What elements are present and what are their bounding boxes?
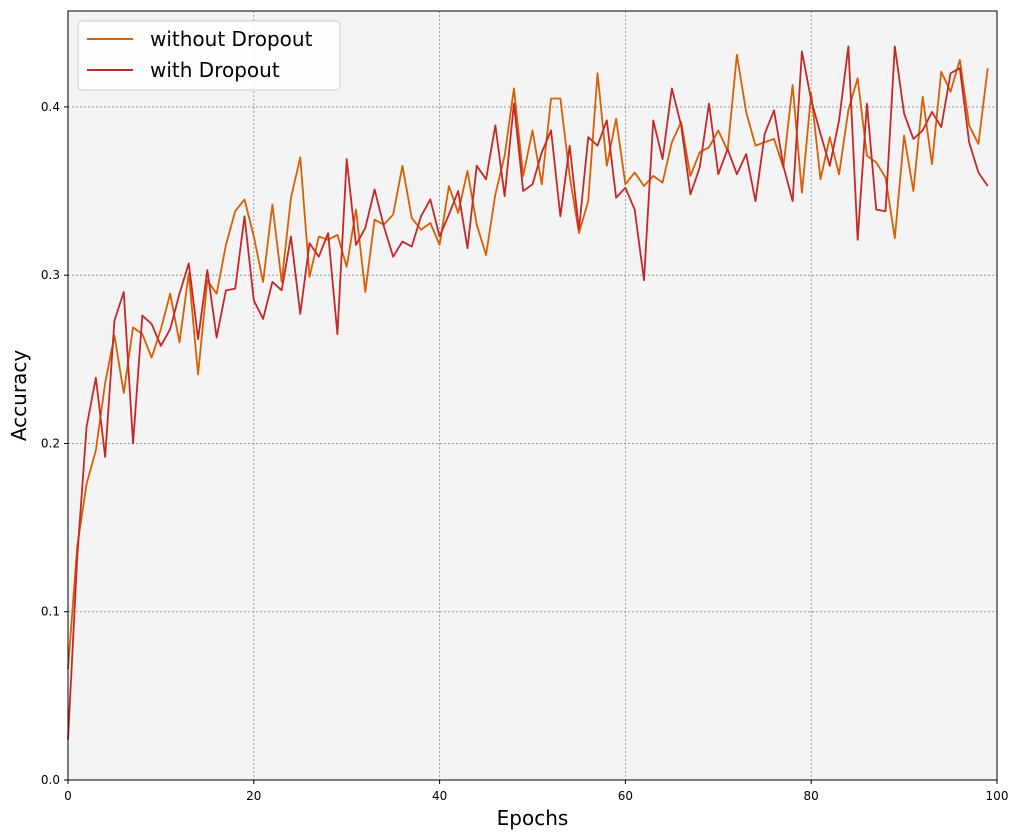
x-axis: 0 20 40 60 80 100 (64, 780, 1008, 803)
x-tick-label: 20 (246, 789, 261, 803)
y-tick-label: 0.2 (41, 436, 60, 450)
plot-area (68, 11, 997, 780)
legend-label-1: without Dropout (150, 27, 313, 51)
x-tick-label: 100 (986, 789, 1009, 803)
series-layer (67, 45, 989, 740)
y-axis: 0.0 0.1 0.2 0.3 0.4 (41, 100, 68, 787)
x-axis-title: Epochs (497, 806, 569, 830)
legend-label-2: with Dropout (150, 58, 280, 82)
x-tick-label: 40 (432, 789, 447, 803)
legend-box (77, 20, 341, 91)
y-tick-label: 0.3 (41, 268, 60, 282)
x-tick-label: 80 (804, 789, 819, 803)
y-tick-label: 0.4 (41, 100, 60, 114)
y-tick-label: 0.0 (41, 773, 60, 787)
series-line-1 (67, 53, 989, 670)
x-tick-label: 0 (64, 789, 72, 803)
y-axis-title: Accuracy (7, 350, 31, 441)
x-tick-label: 60 (618, 789, 633, 803)
series-line-2 (67, 45, 989, 740)
legend: without Dropout with Dropout (77, 20, 341, 91)
y-tick-label: 0.1 (41, 605, 60, 619)
plot-frame (67, 10, 998, 781)
